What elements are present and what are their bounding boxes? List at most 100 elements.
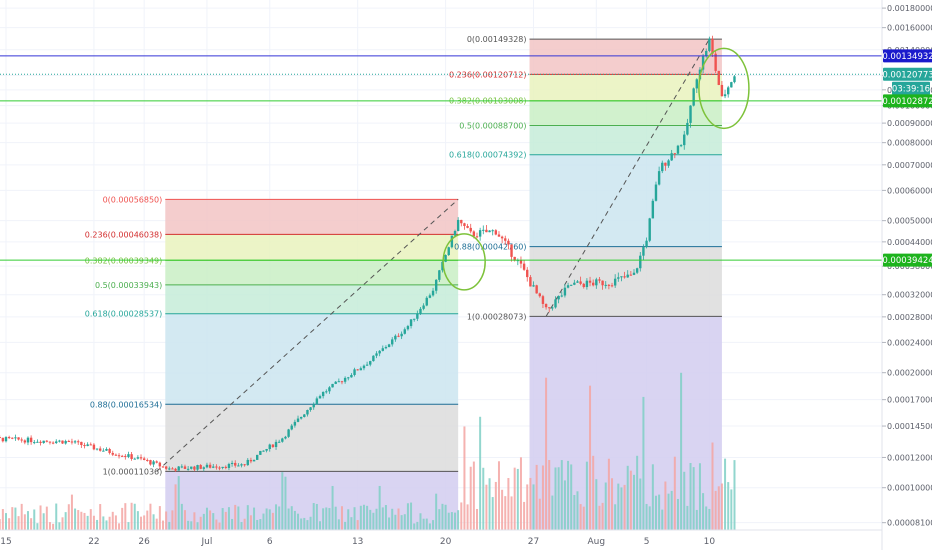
candle-body — [626, 274, 629, 278]
candle-body — [595, 279, 598, 286]
volume-bar — [419, 513, 422, 530]
candle-body — [573, 282, 576, 285]
candle-body — [692, 88, 695, 106]
candle-body — [127, 454, 130, 457]
volume-bar — [507, 478, 510, 530]
candle-body — [73, 441, 77, 443]
volume-bar — [450, 512, 453, 530]
candle-body — [727, 87, 730, 95]
time-tick-label: 10 — [704, 537, 716, 547]
price-tick-label: 0.00050000 — [887, 217, 932, 226]
price-badge — [883, 49, 932, 63]
volume-bar — [224, 511, 227, 530]
candle-body — [529, 277, 532, 287]
volume-bar — [388, 517, 391, 530]
fib-zone — [165, 404, 459, 472]
volume-bar — [231, 518, 234, 530]
volume-bar — [397, 508, 400, 530]
candle-body — [89, 444, 92, 446]
volume-bar — [162, 520, 164, 530]
candle-body — [61, 440, 64, 444]
volume-bar — [193, 512, 196, 530]
candle-body — [271, 444, 275, 447]
candle-body — [83, 445, 86, 447]
candle-body — [133, 458, 136, 460]
candle-body — [588, 280, 592, 283]
volume-bar — [400, 515, 403, 530]
candle-body — [566, 285, 570, 288]
volume-bar — [629, 470, 632, 530]
candle-body — [683, 134, 686, 146]
fib-level-label: 0(0.00149328) — [467, 35, 527, 44]
volume-bar — [469, 466, 472, 530]
candle-body — [453, 231, 457, 236]
horizontal-lines[interactable] — [0, 55, 882, 261]
price-badge — [883, 253, 932, 267]
candle-body — [535, 285, 538, 294]
price-tick-label: 0.00044000 — [887, 238, 932, 247]
candle-body — [513, 256, 516, 261]
price-tick-label: 0.00024000 — [887, 338, 932, 347]
time-axis[interactable]: 15 22 26 Jul 6 13 20 27 Aug 5 10 — [0, 529, 882, 547]
price-badge-label: 0.00134932 — [882, 52, 932, 62]
volume-bar — [86, 515, 89, 530]
volume-bar — [648, 506, 651, 530]
volume-bar — [551, 495, 554, 530]
volume-bar — [205, 507, 208, 530]
volume-bar — [202, 513, 205, 530]
fib-zone — [529, 74, 722, 101]
volume-bar — [604, 482, 607, 530]
volume-bar — [714, 490, 717, 530]
candle-body — [469, 227, 472, 232]
candle-body — [607, 284, 611, 286]
candle-body — [218, 467, 221, 469]
candle-body — [629, 274, 633, 276]
volume-bar — [218, 522, 221, 530]
candle-body — [526, 269, 529, 278]
candle-body — [711, 38, 714, 54]
candle-body — [296, 418, 300, 422]
candle-body — [158, 462, 162, 467]
countdown-label: 03:39:16 — [892, 84, 930, 94]
volume-bar — [642, 396, 645, 530]
price-tick-label: 0.00012000 — [887, 453, 932, 462]
candle-body — [55, 441, 58, 444]
candle-body — [664, 162, 667, 166]
candle-body — [362, 365, 366, 369]
candle-body — [645, 240, 648, 248]
candle-body — [48, 441, 52, 443]
candle-body — [243, 464, 246, 466]
volume-bar — [673, 456, 676, 530]
volume-bar — [350, 517, 353, 530]
volume-bar — [284, 476, 287, 530]
volume-bar — [730, 489, 733, 530]
volume-bar — [177, 476, 180, 530]
candle-body — [482, 229, 485, 231]
candle-body — [541, 296, 545, 304]
candle-body — [642, 247, 645, 256]
candle-body — [252, 459, 256, 462]
candle-body — [177, 466, 180, 471]
candle-body — [334, 381, 337, 384]
volume-bar — [381, 507, 384, 530]
candle-body — [657, 171, 661, 185]
volume-bar — [457, 510, 460, 530]
candle-body — [460, 219, 463, 224]
candle-body — [281, 438, 284, 442]
volume-bar — [460, 502, 463, 530]
time-tick-label: 27 — [528, 537, 539, 547]
candle-body — [268, 444, 271, 450]
volume-bar — [626, 465, 629, 530]
price-tick-label: 0.00020000 — [887, 369, 932, 378]
candle-body — [419, 308, 422, 314]
volume-bar — [601, 502, 604, 530]
volume-bar — [680, 372, 683, 530]
fib-level-label: 0.618(0.00074392) — [449, 151, 527, 160]
fib-zone — [165, 260, 459, 285]
candle-body — [337, 381, 341, 383]
price-tick-label: 0.00014500 — [887, 422, 932, 431]
volume-bar — [501, 489, 504, 530]
candle-body — [428, 295, 432, 298]
volume-bar — [83, 512, 86, 530]
